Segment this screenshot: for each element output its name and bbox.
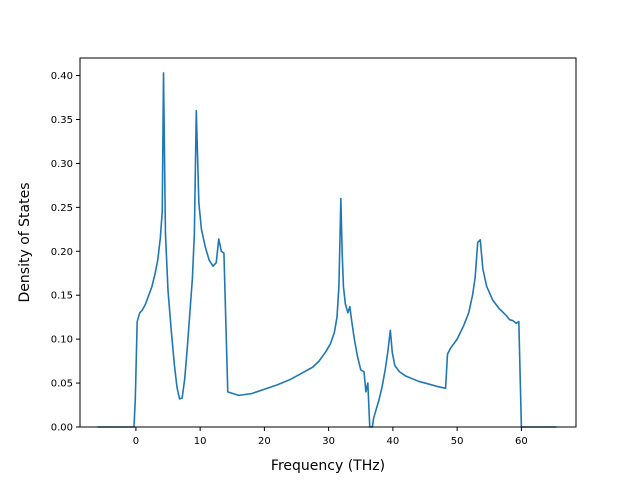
axes-ticks: 0 10 20 30 40 50 60 0.00 0.05 0.10 0.15 0.20 0.25 0.3… [51,71,528,447]
y-tick-label: 0.00 [51,423,73,434]
y-axis-label: Density of States [17,183,33,303]
y-tick-label: 0.40 [51,71,73,82]
y-tick-label: 0.20 [51,247,73,258]
x-tick-label: 20 [258,436,271,447]
x-tick-label: 0 [133,436,139,447]
y-tick-label: 0.15 [51,291,73,302]
y-tick-label: 0.10 [51,335,73,346]
x-axis-label: Frequency (THz) [271,458,385,474]
x-tick-label: 10 [194,436,207,447]
x-tick-label: 30 [322,436,335,447]
y-tick-label: 0.25 [51,203,73,214]
axes-frame [79,57,577,428]
y-tick-label: 0.05 [51,379,73,390]
x-tick-label: 60 [515,436,528,447]
y-tick-label: 0.30 [51,159,73,170]
dos-series-line [97,72,557,428]
x-tick-label: 50 [451,436,464,447]
x-tick-label: 40 [387,436,400,447]
plot-area [97,72,557,428]
y-tick-label: 0.35 [51,115,73,126]
